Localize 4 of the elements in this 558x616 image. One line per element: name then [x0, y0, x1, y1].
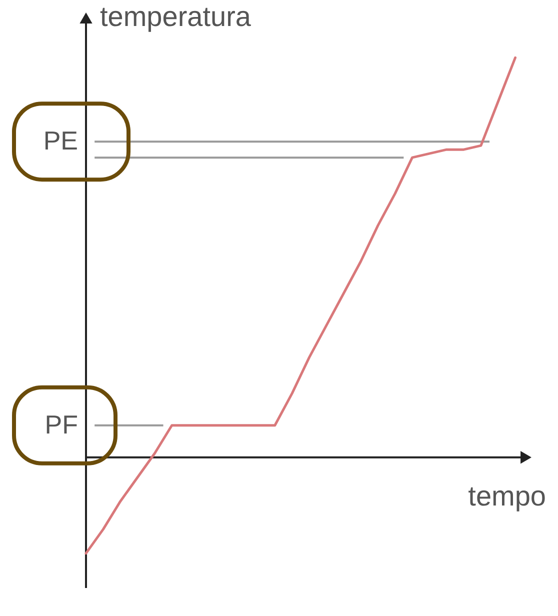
- x-axis-title: tempo: [468, 480, 546, 512]
- ref-line-label: PE: [43, 126, 78, 156]
- ref-line-label: PF: [44, 409, 78, 440]
- y-axis-title: temperatura: [100, 1, 252, 32]
